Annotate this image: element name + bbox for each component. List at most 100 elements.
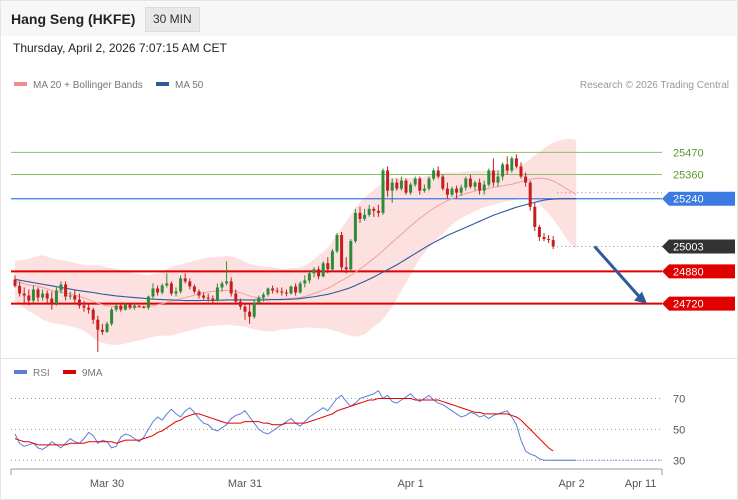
candle-body xyxy=(294,286,298,293)
level-text: 24880 xyxy=(673,266,704,278)
candle-body xyxy=(22,293,26,296)
candle xyxy=(31,285,35,303)
candle-body xyxy=(330,251,334,270)
candle-body xyxy=(59,284,63,291)
ma50-swatch xyxy=(156,82,169,86)
candle-body xyxy=(87,307,91,310)
candle xyxy=(169,281,173,296)
candle-body xyxy=(551,240,555,247)
candle xyxy=(399,176,403,191)
candle-body xyxy=(82,305,86,308)
candle-body xyxy=(367,208,371,215)
candle-body xyxy=(358,212,362,219)
candle xyxy=(335,233,339,254)
candle-body xyxy=(372,208,376,211)
x-tick-label: Apr 1 xyxy=(397,478,423,490)
rsi-label: RSI xyxy=(33,368,50,379)
ma20-label: MA 20 + Bollinger Bands xyxy=(33,80,143,91)
candle-body xyxy=(13,279,17,286)
candle xyxy=(91,307,95,324)
candle-body xyxy=(197,291,201,296)
level-label-25360: 25360 xyxy=(673,170,704,182)
ma50-line xyxy=(14,198,577,302)
chart-header: Hang Seng (HKFE) 30 MIN xyxy=(1,1,737,36)
candle-body xyxy=(487,170,491,185)
candle-body xyxy=(275,290,279,292)
candle-body xyxy=(73,295,77,300)
candle xyxy=(252,299,256,319)
candle xyxy=(524,172,528,187)
candle xyxy=(110,307,114,326)
x-tick-label: Apr 11 xyxy=(625,478,657,490)
level-text: 24720 xyxy=(673,299,704,311)
candle-body xyxy=(404,180,408,193)
candle-body xyxy=(289,286,293,294)
candle-body xyxy=(105,323,109,332)
candle-body xyxy=(445,188,449,195)
candle xyxy=(307,271,311,284)
candle-body xyxy=(468,178,472,187)
candle-body xyxy=(100,329,104,332)
candle-body xyxy=(422,188,426,191)
candle xyxy=(478,178,482,195)
ma20-swatch xyxy=(14,82,27,86)
candle-body xyxy=(271,288,275,291)
candle-body xyxy=(386,170,390,191)
candle xyxy=(381,168,385,215)
candle-body xyxy=(547,239,551,241)
candle-body xyxy=(243,306,247,312)
candle-body xyxy=(238,301,242,307)
candle xyxy=(211,295,215,303)
candle-body xyxy=(464,178,468,188)
candle-body xyxy=(542,237,546,240)
candle xyxy=(266,287,270,297)
candle-body xyxy=(478,182,482,191)
candle xyxy=(404,178,408,195)
candle-body xyxy=(234,293,238,302)
candle-body xyxy=(50,298,54,304)
x-tick-label: Mar 31 xyxy=(228,478,262,490)
candle-body xyxy=(174,291,178,294)
candle-body xyxy=(261,294,265,298)
candle xyxy=(114,304,118,312)
interval-badge[interactable]: 30 MIN xyxy=(145,7,200,32)
candle-body xyxy=(303,280,307,284)
candle xyxy=(376,204,380,217)
candle xyxy=(321,261,325,278)
candle xyxy=(445,182,449,199)
candle-body xyxy=(321,263,325,277)
candle xyxy=(372,206,376,217)
candle xyxy=(73,289,77,303)
candle xyxy=(257,295,261,305)
candle xyxy=(220,281,224,292)
candle-body xyxy=(519,166,523,177)
candle-body xyxy=(505,164,509,171)
candle-body xyxy=(169,283,173,294)
ma9-label: 9MA xyxy=(82,368,103,379)
candle-body xyxy=(491,170,495,183)
candle-body xyxy=(340,235,344,268)
candle-body xyxy=(363,214,367,219)
rsi-level-label: 50 xyxy=(673,424,685,436)
legend-9ma: 9MA xyxy=(63,368,103,379)
candle xyxy=(146,295,150,310)
timestamp: Thursday, April 2, 2026 7:07:15 AM CET xyxy=(13,41,227,55)
candle xyxy=(280,287,284,296)
candle xyxy=(123,302,127,311)
candle xyxy=(482,180,486,195)
candle-body xyxy=(188,281,192,287)
candle xyxy=(464,176,468,191)
level-tag xyxy=(662,296,735,311)
candle xyxy=(284,289,288,297)
candle-body xyxy=(280,291,284,293)
ma9-swatch xyxy=(63,370,76,374)
candle xyxy=(436,166,440,179)
candle xyxy=(422,184,426,193)
candle xyxy=(358,206,362,223)
candle xyxy=(390,178,394,203)
candle-body xyxy=(418,178,422,191)
candle xyxy=(54,287,58,306)
candle xyxy=(179,275,183,294)
candle xyxy=(551,236,555,250)
candle xyxy=(68,291,72,300)
